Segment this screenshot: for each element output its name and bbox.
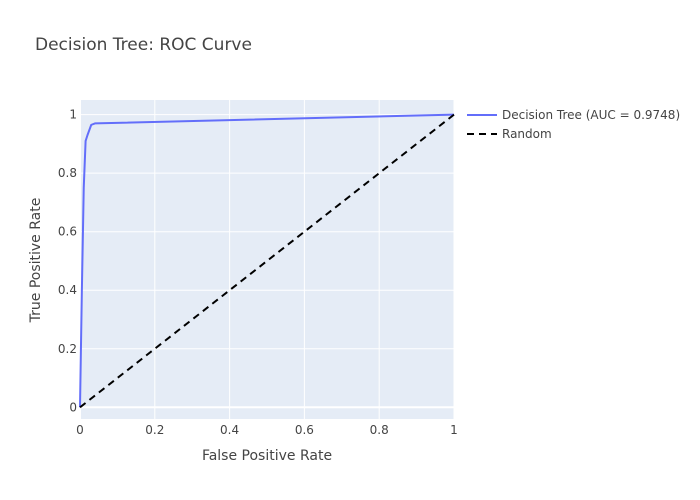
chart-title: Decision Tree: ROC Curve: [35, 35, 252, 55]
series-lines: [79, 113, 455, 409]
plot-area: [80, 100, 454, 419]
legend: Decision Tree (AUC = 0.9748) Random: [467, 108, 680, 141]
legend-item-label: Decision Tree (AUC = 0.9748): [502, 108, 680, 122]
y-axis-ticks: 0 0.2 0.4 0.6 0.8 1: [58, 108, 77, 415]
y-axis-title: True Positive Rate: [28, 198, 44, 324]
y-tick-label: 0: [69, 400, 77, 414]
x-axis-title: False Positive Rate: [202, 448, 332, 464]
x-tick-label: 0.6: [295, 423, 314, 437]
x-tick-label: 0.2: [145, 423, 164, 437]
y-tick-label: 0.6: [58, 225, 77, 239]
legend-item-label: Random: [502, 127, 552, 141]
x-tick-label: 0: [76, 423, 84, 437]
x-tick-label: 0.8: [370, 423, 389, 437]
gridlines: [79, 100, 455, 419]
y-tick-label: 1: [69, 108, 77, 122]
x-tick-label: 1: [450, 423, 458, 437]
x-axis-ticks: 0 0.2 0.4 0.6 0.8 1: [76, 423, 458, 437]
y-tick-label: 0.4: [58, 283, 77, 297]
series-line-0: [79, 113, 455, 408]
y-tick-label: 0.2: [58, 342, 77, 356]
y-tick-label: 0.8: [58, 166, 77, 180]
x-tick-label: 0.4: [220, 423, 239, 437]
